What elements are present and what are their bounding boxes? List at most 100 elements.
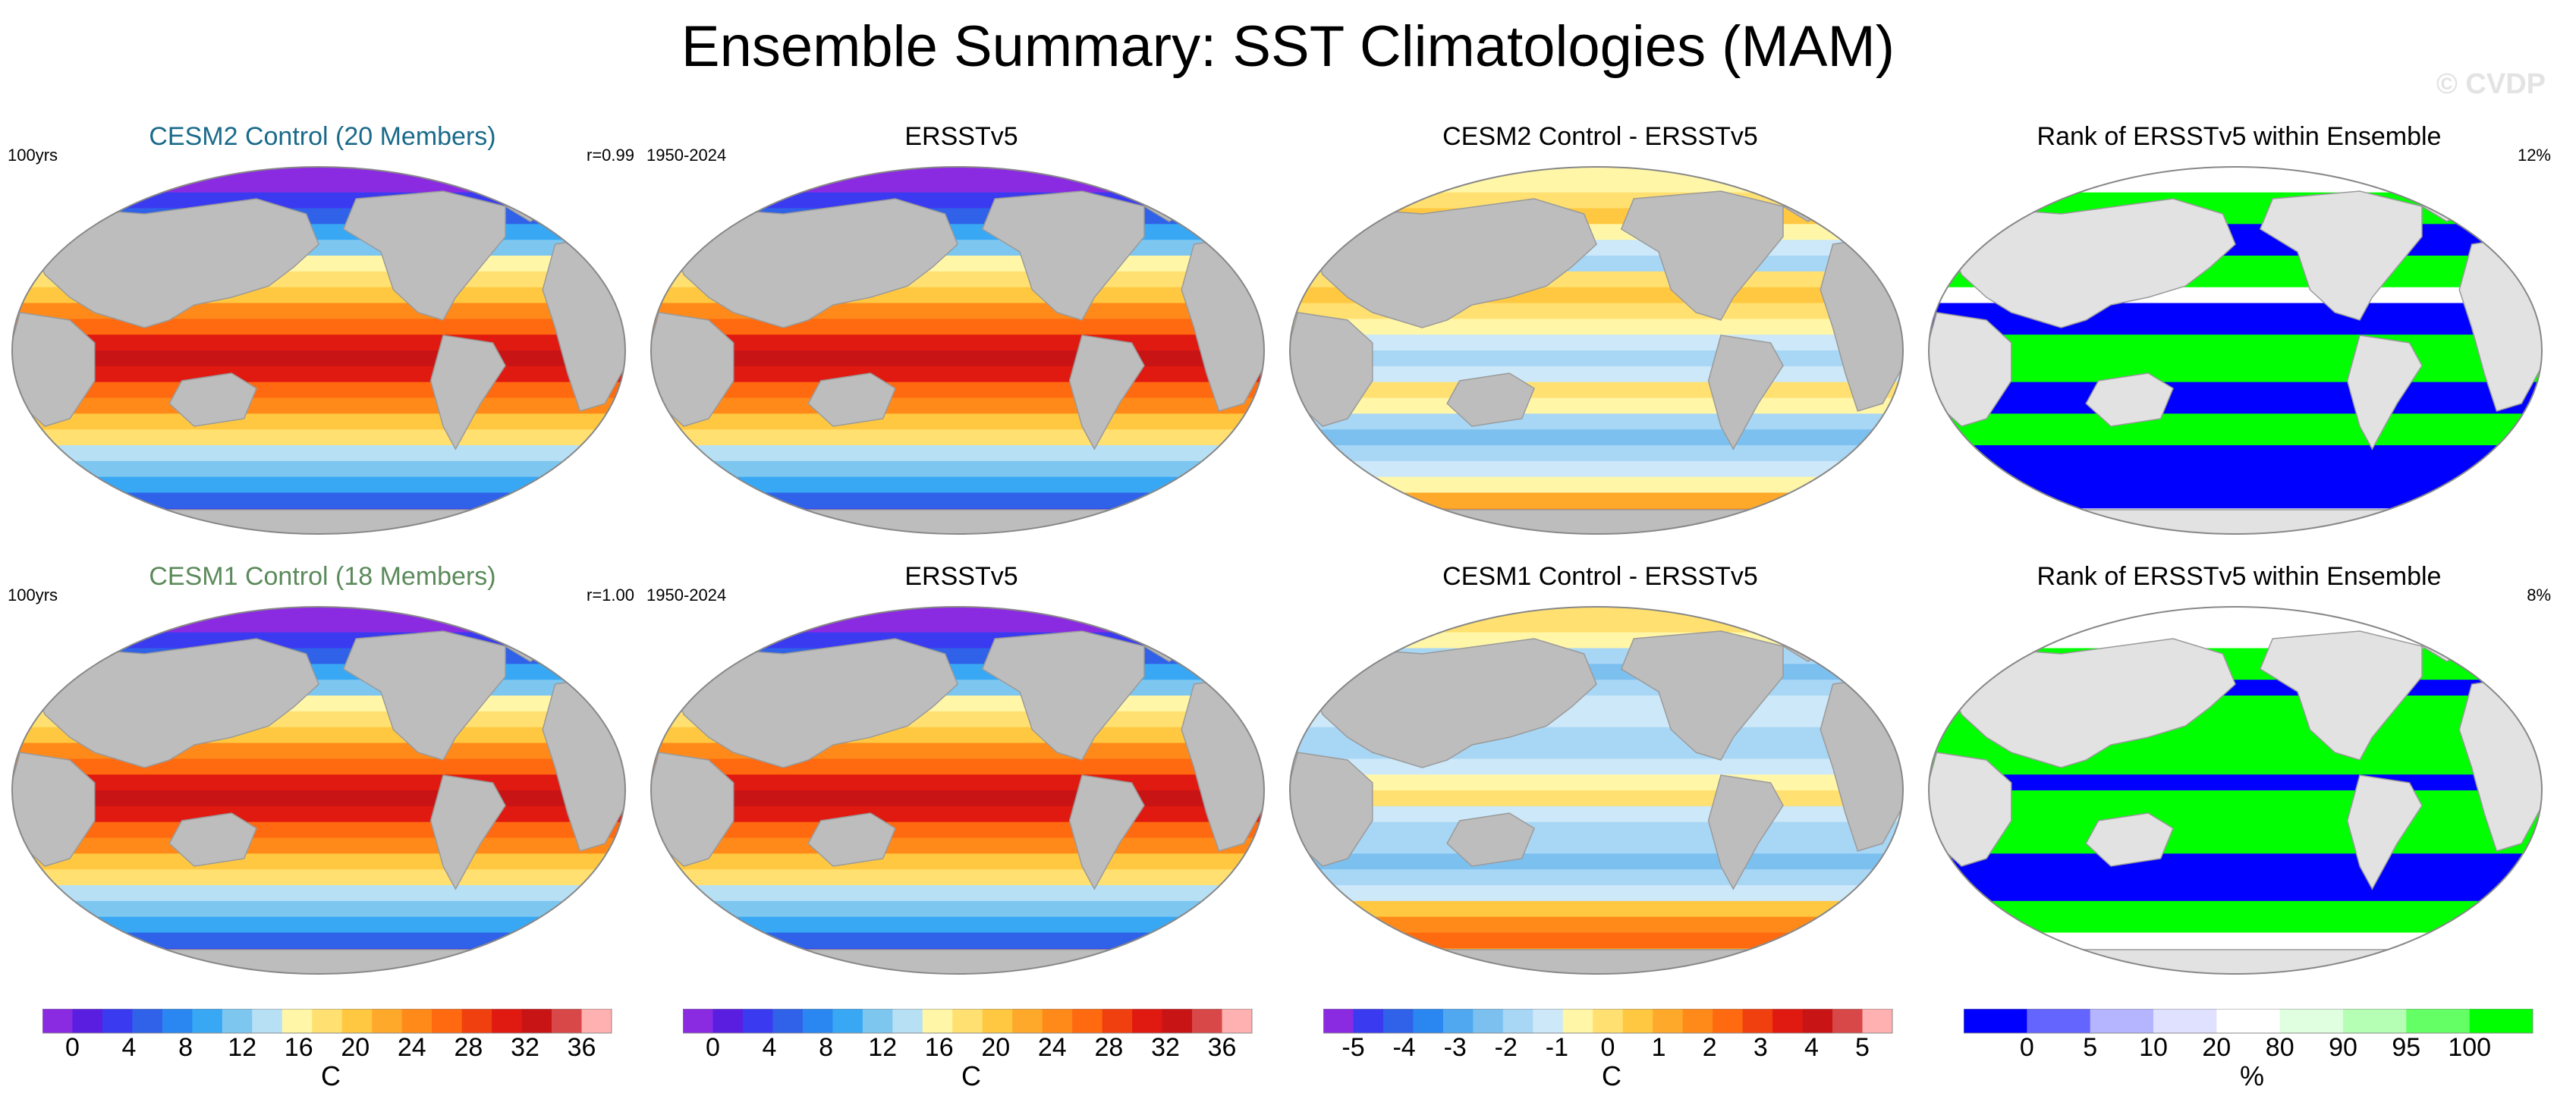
ocean-band — [1929, 350, 2542, 367]
colorbar-tick-label: 90 — [2329, 1033, 2357, 1062]
colorbar-tick-label: 16 — [285, 1033, 313, 1062]
colorbar-tick-label: 12 — [228, 1033, 256, 1062]
colorbar-swatch — [401, 1009, 432, 1033]
colorbar-swatch — [521, 1009, 552, 1033]
world-map — [1289, 606, 1904, 975]
colorbar: 0 5 10 20 80 90 95 100% — [1964, 1009, 2540, 1092]
colorbar-swatch — [2406, 1009, 2471, 1033]
ocean-band — [651, 460, 1264, 478]
colorbar-swatch — [1192, 1009, 1223, 1033]
land-antarctica — [12, 949, 625, 974]
panel-title: ERSSTv5 — [904, 122, 1018, 151]
map-panel: CESM1 Control - ERSSTv5 — [1285, 561, 1915, 986]
ocean-band — [12, 350, 625, 367]
world-map — [1928, 606, 2543, 975]
ocean-band — [1290, 806, 1903, 823]
colorbar-swatch — [72, 1009, 103, 1033]
ocean-band — [1929, 616, 2542, 633]
ocean-band — [1290, 774, 1903, 791]
land-africa — [1929, 312, 2012, 427]
panel-stat-label: r=0.99 — [587, 146, 634, 165]
ocean-band — [651, 932, 1264, 950]
land-australia — [807, 372, 896, 427]
ocean-band — [651, 413, 1264, 431]
colorbar-tick-label: 0 — [65, 1033, 80, 1062]
colorbar-border — [42, 1009, 612, 1034]
colorbar-swatch — [282, 1009, 313, 1033]
world-map — [1928, 166, 2543, 535]
ocean-band — [1929, 869, 2542, 886]
map-outline — [11, 166, 626, 535]
ocean-band — [12, 167, 625, 177]
colorbar-swatch — [2469, 1009, 2534, 1033]
ocean-band — [651, 382, 1264, 399]
colorbar-tick-label: -1 — [1546, 1033, 1568, 1062]
land-south-america — [429, 334, 506, 451]
colorbar-swatch — [1473, 1009, 1504, 1033]
world-map — [650, 606, 1265, 975]
colorbar-swatch — [742, 1009, 773, 1033]
colorbar-tick-label: 5 — [1855, 1033, 1870, 1062]
colorbar-unit: C — [961, 1060, 981, 1091]
ocean-band — [1929, 759, 2542, 776]
colorbar-swatch — [162, 1009, 193, 1033]
ocean-band — [12, 806, 625, 823]
colorbar-swatch — [1222, 1009, 1253, 1033]
land-antarctica — [1290, 949, 1903, 974]
ocean-band — [1929, 319, 2542, 336]
colorbar-tick-label: 28 — [1094, 1033, 1123, 1062]
land-south-america — [1068, 334, 1145, 451]
panel-title: CESM2 Control - ERSSTv5 — [1442, 122, 1758, 151]
ocean-band — [12, 853, 625, 871]
land-australia — [1446, 812, 1535, 867]
ocean-band — [1290, 885, 1903, 902]
world-map — [1289, 166, 1904, 535]
ocean-band — [651, 350, 1264, 367]
ocean-band — [12, 413, 625, 431]
panel-title: CESM1 Control - ERSSTv5 — [1442, 562, 1758, 591]
colorbar-unit: C — [321, 1060, 341, 1091]
ocean-band — [651, 790, 1264, 807]
ocean-band — [1929, 167, 2542, 177]
panel-title: Rank of ERSSTv5 within Ensemble — [2037, 562, 2442, 591]
ocean-band — [12, 319, 625, 336]
colorbar-swatch — [341, 1009, 373, 1033]
ocean-band — [12, 176, 625, 193]
ocean-band — [1929, 916, 2542, 934]
ocean-band — [651, 616, 1264, 633]
ocean-band — [1929, 366, 2542, 383]
panel-title: CESM2 Control (20 Members) — [149, 122, 496, 151]
colorbar-tick-label: 10 — [2139, 1033, 2168, 1062]
ocean-band — [651, 607, 1264, 617]
panel-stat-label: 12% — [2517, 146, 2551, 165]
colorbar-tick-label: -2 — [1495, 1033, 1518, 1062]
ocean-band — [12, 885, 625, 902]
colorbar: -5 -4 -3 -2 -1 0 1 2 3 4 5 C — [1323, 1009, 1900, 1092]
colorbar-tick-label: 24 — [1038, 1033, 1067, 1062]
ocean-band — [1290, 492, 1903, 510]
colorbar-swatch — [1593, 1009, 1624, 1033]
land-south-america — [1707, 334, 1784, 451]
ocean-band — [1290, 334, 1903, 351]
colorbar-swatch — [312, 1009, 343, 1033]
colorbar-swatch — [1502, 1009, 1533, 1033]
colorbar-tick-label: 0 — [1601, 1033, 1615, 1062]
ocean-band — [651, 429, 1264, 446]
ocean-band — [1290, 790, 1903, 807]
colorbar-swatch — [1012, 1009, 1043, 1033]
ocean-band — [1929, 413, 2542, 431]
ocean-band — [651, 885, 1264, 902]
colorbar-tick-label: 12 — [868, 1033, 897, 1062]
land-australia — [807, 812, 896, 867]
land-australia — [1446, 372, 1535, 427]
colorbar-swatch — [683, 1009, 713, 1033]
colorbar-swatch — [2216, 1009, 2281, 1033]
ocean-band — [1929, 632, 2542, 649]
panel-stat-label: r=1.00 — [587, 586, 634, 605]
ocean-band — [651, 366, 1264, 383]
colorbar-swatch — [832, 1009, 863, 1033]
world-map — [11, 606, 626, 975]
colorbar-tick-label: 20 — [981, 1033, 1010, 1062]
ocean-band — [1290, 476, 1903, 494]
colorbar-swatch — [712, 1009, 744, 1033]
